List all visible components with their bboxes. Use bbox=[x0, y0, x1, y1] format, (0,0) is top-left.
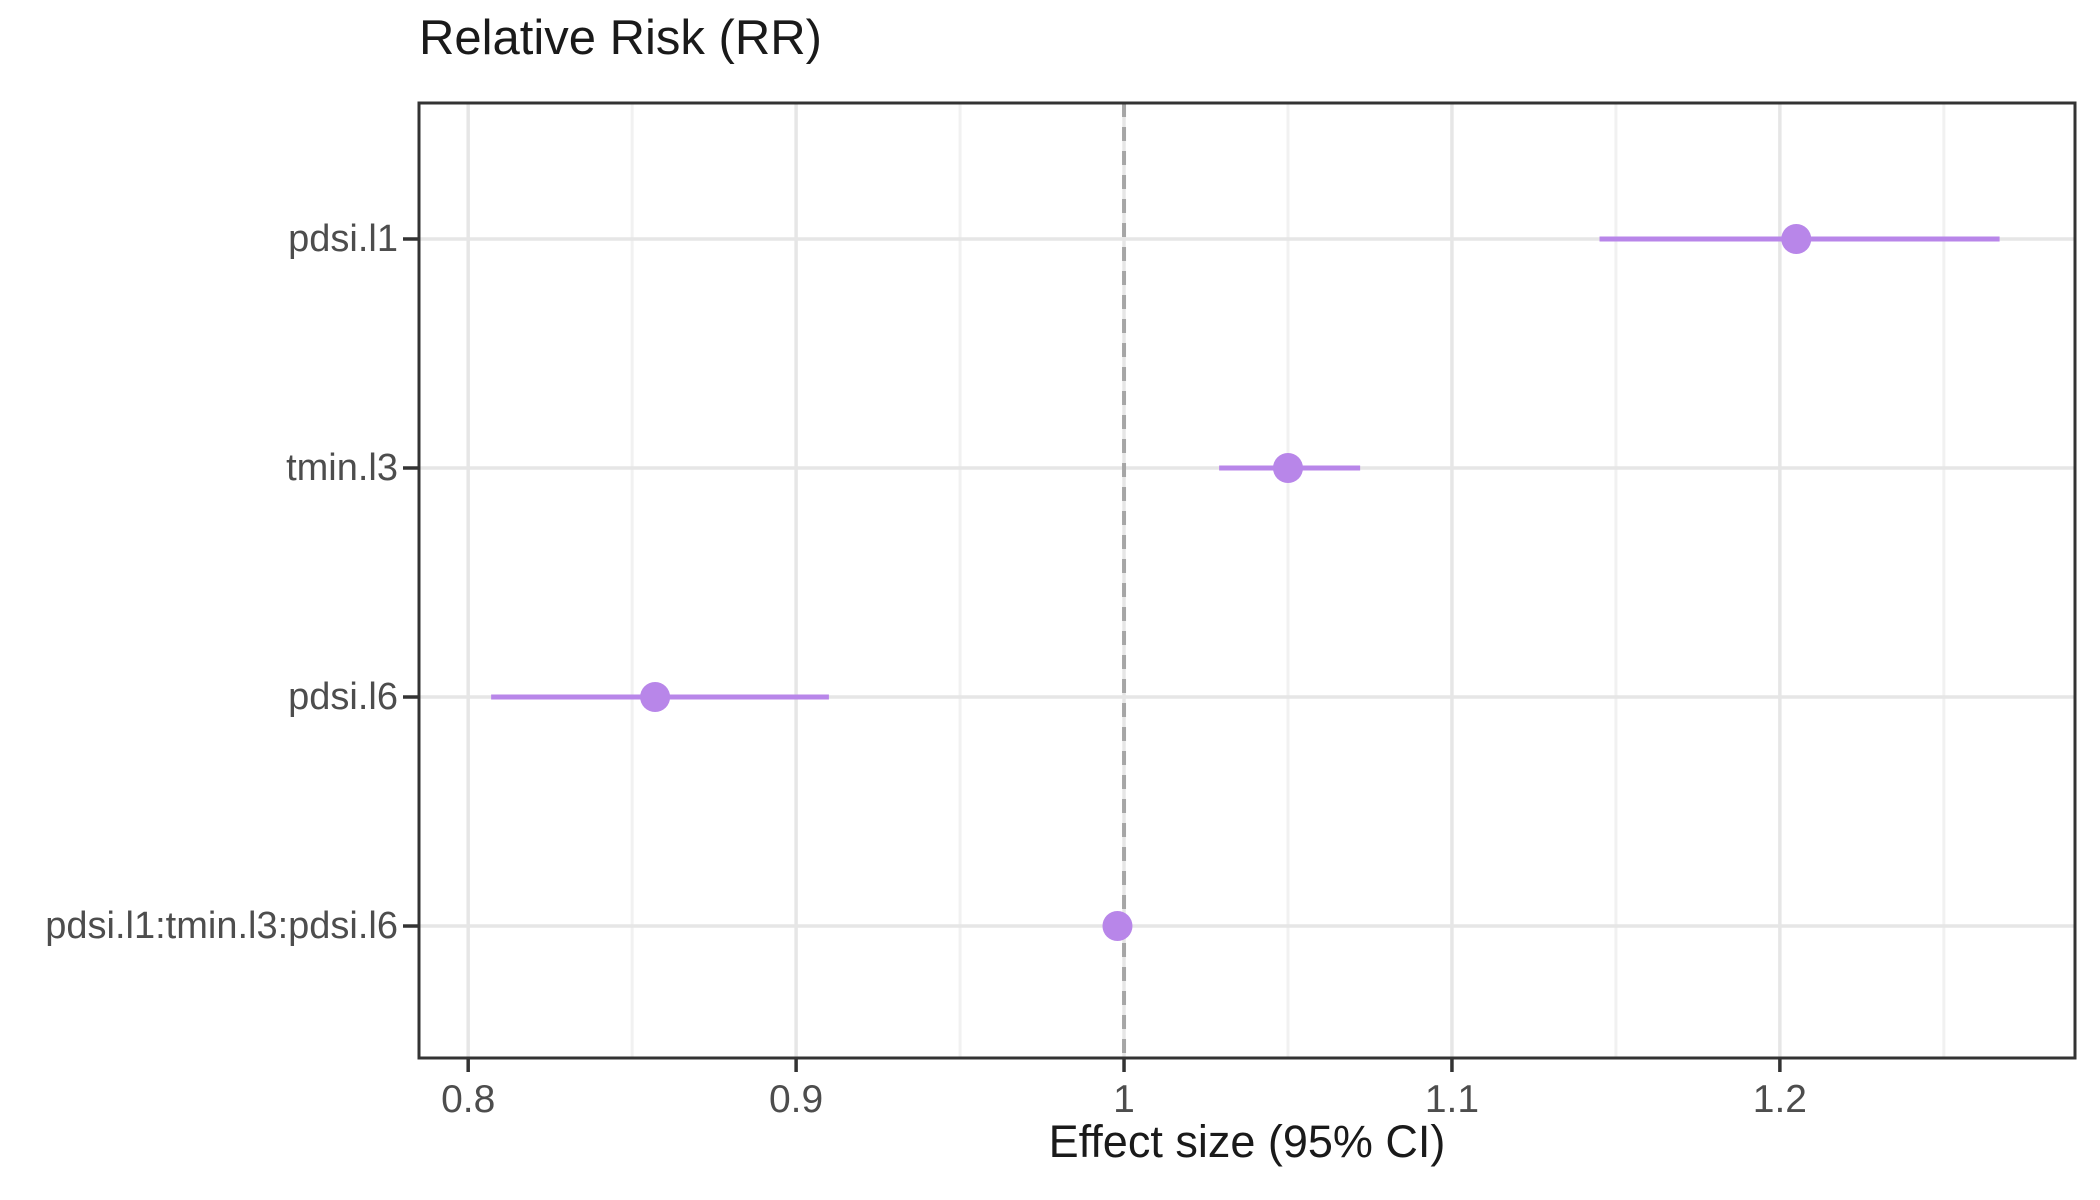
panel-border bbox=[417, 101, 2077, 1060]
x-axis-tick-label: 1.2 bbox=[1752, 1078, 1807, 1121]
y-axis-label: pdsi.l1:tmin.l3:pdsi.l6 bbox=[45, 905, 398, 948]
plot-title: Relative Risk (RR) bbox=[419, 11, 822, 65]
y-axis-label: tmin.l3 bbox=[286, 447, 398, 489]
point-marker bbox=[1781, 223, 1812, 254]
x-axis-tick-label: 0.8 bbox=[441, 1078, 496, 1121]
point-marker bbox=[1272, 453, 1303, 484]
x-axis-tick-label: 1 bbox=[1113, 1078, 1135, 1121]
x-axis-tick-label: 0.9 bbox=[768, 1078, 824, 1121]
x-axis-tick-label: 1.1 bbox=[1424, 1078, 1480, 1121]
point-marker bbox=[1102, 911, 1133, 942]
y-axis-label: pdsi.l6 bbox=[288, 676, 398, 718]
y-axis-label: pdsi.l1 bbox=[288, 217, 398, 260]
point-marker bbox=[640, 682, 671, 713]
x-axis-title: Effect size (95% CI) bbox=[1048, 1116, 1446, 1167]
